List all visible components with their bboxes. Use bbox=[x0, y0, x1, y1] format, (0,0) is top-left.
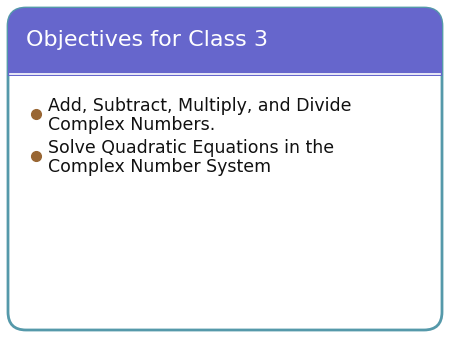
Bar bbox=[8, 58, 442, 76]
Text: Add, Subtract, Multiply, and Divide: Add, Subtract, Multiply, and Divide bbox=[48, 97, 351, 115]
FancyBboxPatch shape bbox=[8, 8, 442, 76]
Text: Complex Numbers.: Complex Numbers. bbox=[48, 116, 215, 134]
Text: Complex Number System: Complex Number System bbox=[48, 158, 271, 176]
Text: Solve Quadratic Equations in the: Solve Quadratic Equations in the bbox=[48, 139, 334, 157]
Text: Objectives for Class 3: Objectives for Class 3 bbox=[26, 30, 268, 50]
FancyBboxPatch shape bbox=[8, 8, 442, 330]
